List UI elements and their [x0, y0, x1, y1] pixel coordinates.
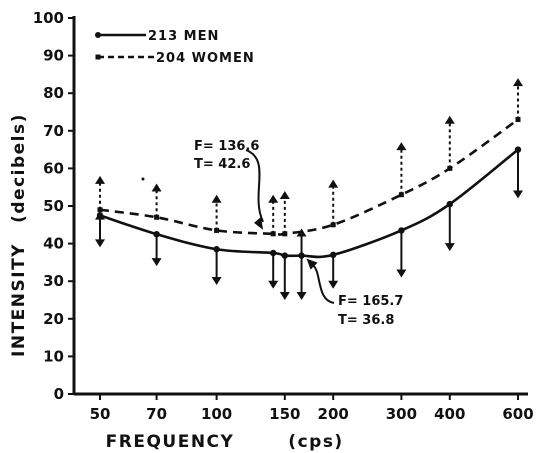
x-tick-label: 70: [146, 405, 167, 423]
y-tick-label: 10: [43, 347, 64, 365]
x-tick-label: 200: [318, 405, 349, 423]
y-tick-label: 40: [43, 235, 64, 253]
y-tick-label: 30: [43, 272, 64, 290]
men-data-point: [153, 231, 160, 238]
x-axis-unit: (cps): [288, 432, 343, 452]
arrow-head: [151, 183, 162, 192]
men-data-point: [281, 252, 289, 259]
annotation-women-t: T= 42.6: [194, 157, 250, 172]
annotation-men-arrow: [311, 263, 335, 304]
y-tick-label: 50: [43, 197, 64, 215]
error-bars: [95, 78, 523, 300]
arrow-head: [211, 276, 222, 285]
x-tick-label: 150: [269, 405, 300, 423]
women-data-point: [270, 231, 276, 237]
arrow-head: [328, 280, 339, 289]
x-tick-label: 400: [434, 405, 465, 423]
women-data-point: [214, 227, 220, 233]
annotation-men-arrowhead: [306, 258, 318, 270]
series-markers: [96, 117, 522, 259]
legend-men-label: 213 MEN: [148, 29, 219, 44]
arrow-head: [268, 280, 279, 289]
arrow-head: [279, 292, 290, 300]
legend: 213 MEN 204 WOMEN: [95, 29, 255, 66]
x-tick-label: 300: [386, 405, 417, 423]
y-tick-label: 80: [43, 84, 64, 102]
arrow-head: [268, 194, 279, 203]
arrow-head: [95, 239, 105, 248]
axes: [72, 16, 528, 396]
x-tick-label: 50: [90, 405, 111, 423]
arrow-head: [328, 179, 339, 188]
arrow-head: [444, 115, 455, 124]
y-tick-label: 60: [43, 159, 64, 177]
x-axis-ticks: 50 70 100 150 200 300 400 600: [90, 394, 534, 423]
women-data-point: [398, 192, 404, 198]
women-data-point: [330, 222, 336, 228]
women-data-point: [282, 231, 288, 237]
x-tick-label: 100: [201, 405, 232, 423]
annotation-men-t: T= 36.8: [338, 313, 394, 328]
y-axis-unit: (decibels): [9, 113, 29, 223]
men-data-point: [96, 212, 104, 219]
annotation-men-f: F= 165.7: [338, 294, 403, 309]
men-data-point: [269, 249, 277, 257]
arrow-head: [444, 243, 455, 252]
men-data-point: [213, 246, 220, 253]
annotations: F= 136.6 T= 42.6 F= 165.7 T= 36.8: [141, 139, 403, 328]
y-axis-ticks: 0 10 20 30 40 50 60 70 80 90 100: [33, 9, 74, 403]
y-tick-label: 20: [43, 310, 64, 328]
women-curve: [99, 118, 519, 236]
x-tick-label: 600: [502, 405, 533, 423]
annotation-women-arrowhead: [254, 216, 264, 230]
x-axis-label: FREQUENCY: [106, 432, 235, 452]
arrow-head: [95, 175, 105, 184]
men-data-point: [398, 227, 405, 234]
men-data-point: [514, 146, 522, 153]
women-data-point: [154, 214, 160, 220]
women-data-point: [97, 207, 103, 213]
arrow-head: [279, 190, 290, 199]
women-data-point: [515, 117, 521, 123]
women-data-point: [447, 165, 453, 171]
arrow-head: [513, 190, 523, 199]
annotation-women-f: F= 136.6: [194, 139, 259, 154]
legend-women-label: 204 WOMEN: [156, 51, 255, 66]
y-tick-label: 100: [33, 9, 64, 27]
y-axis-label: INTENSITY: [9, 243, 29, 357]
y-tick-label: 90: [43, 47, 64, 65]
arrow-head: [513, 78, 523, 87]
arrow-head: [151, 258, 162, 267]
men-data-point: [298, 252, 305, 259]
men-curve: [99, 148, 519, 259]
annotation-women-arrow: [245, 149, 264, 223]
series-lines: [99, 118, 519, 259]
arrow-head: [396, 142, 407, 151]
arrow-head: [211, 194, 222, 203]
arrow-head: [296, 228, 307, 237]
arrow-head: [296, 292, 307, 300]
men-data-point: [446, 200, 453, 208]
y-tick-label: 0: [54, 385, 64, 403]
men-data-point: [329, 251, 337, 259]
y-tick-label: 70: [43, 122, 64, 140]
stray-mark: [141, 177, 145, 181]
arrow-head: [396, 269, 407, 278]
